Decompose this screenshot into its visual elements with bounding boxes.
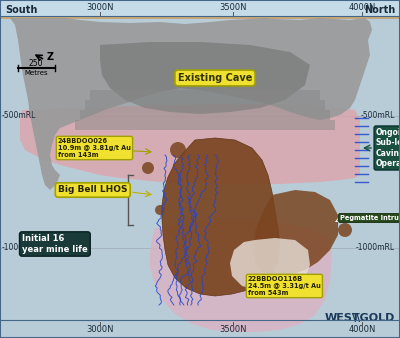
Circle shape — [155, 205, 165, 215]
Circle shape — [142, 162, 154, 174]
Text: North: North — [364, 5, 395, 15]
Polygon shape — [100, 42, 310, 114]
Text: Existing Cave: Existing Cave — [178, 73, 252, 83]
Bar — [0, 0, 400, 18]
Bar — [80, 110, 330, 120]
Text: 4000N: 4000N — [348, 3, 376, 13]
Bar — [75, 120, 335, 130]
Polygon shape — [10, 18, 372, 190]
Text: -500mRL: -500mRL — [2, 112, 36, 121]
Text: 3000N: 3000N — [86, 3, 114, 13]
Text: -1000mRL: -1000mRL — [2, 243, 41, 252]
Bar — [0, 17, 400, 19]
Bar — [85, 100, 325, 110]
Text: Pegmatite Intrusion: Pegmatite Intrusion — [340, 215, 400, 221]
Text: 24BBDOO026
10.9m @ 3.81g/t Au
from 143m: 24BBDOO026 10.9m @ 3.81g/t Au from 143m — [58, 138, 131, 158]
Circle shape — [338, 223, 352, 237]
Text: 3500N: 3500N — [219, 3, 247, 13]
Text: Ongoing
Sub-level
Caving
Operation: Ongoing Sub-level Caving Operation — [376, 128, 400, 168]
Text: 250: 250 — [29, 58, 43, 68]
Text: Metres: Metres — [24, 70, 48, 76]
Text: \\: \\ — [352, 313, 360, 323]
Circle shape — [170, 142, 186, 158]
Polygon shape — [253, 190, 338, 276]
Text: Big Bell LHOS: Big Bell LHOS — [58, 186, 128, 194]
Text: South: South — [5, 5, 37, 15]
Text: Initial 16
year mine life: Initial 16 year mine life — [22, 234, 88, 254]
Polygon shape — [20, 104, 360, 184]
Text: 3000N: 3000N — [86, 325, 114, 335]
Text: -1000mRL: -1000mRL — [356, 243, 395, 252]
Bar — [90, 90, 320, 100]
Text: Z: Z — [47, 52, 54, 62]
Text: 22BBDOO116B
24.5m @ 3.31g/t Au
from 543m: 22BBDOO116B 24.5m @ 3.31g/t Au from 543m — [248, 276, 321, 296]
Polygon shape — [230, 238, 310, 290]
Text: WESTGOLD: WESTGOLD — [325, 313, 395, 323]
Text: 4000N: 4000N — [348, 325, 376, 335]
Polygon shape — [162, 138, 280, 296]
Text: -500mRL: -500mRL — [361, 112, 395, 121]
Text: 3500N: 3500N — [219, 325, 247, 335]
Polygon shape — [150, 220, 332, 332]
